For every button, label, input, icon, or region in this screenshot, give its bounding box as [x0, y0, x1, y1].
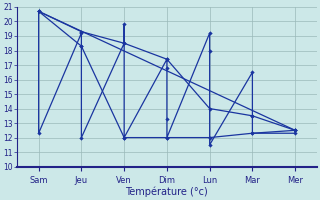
X-axis label: Température (°c): Température (°c) — [125, 186, 208, 197]
